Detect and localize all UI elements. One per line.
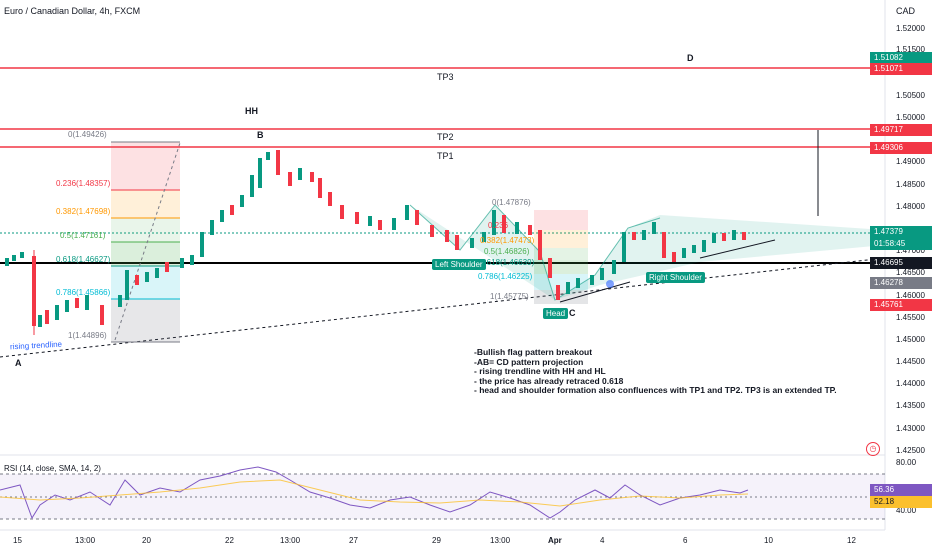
price-label: 1.49000 [896, 157, 925, 166]
price-label: 1.46000 [896, 291, 925, 300]
time-label: 6 [683, 536, 688, 545]
rsi-pane[interactable] [0, 466, 885, 520]
rsi-level-40: 40.00 [896, 506, 917, 515]
price-label: 1.48500 [896, 180, 925, 189]
price-tag-tp3-top: 1.51082 [870, 52, 932, 64]
price-tag-tp2: 1.49717 [870, 124, 932, 136]
time-label: 29 [432, 536, 441, 545]
fib-level-label: 0.382(1.47473) [480, 236, 535, 245]
time-label: 15 [13, 536, 22, 545]
symbol-title[interactable]: Euro / Canadian Dollar, 4h, FXCM [4, 6, 141, 16]
alert-clock-icon[interactable]: ◷ [866, 442, 880, 456]
head-label: Head [543, 308, 569, 319]
note-line: - the price has already retraced 0.618 [474, 375, 624, 386]
fib-retracement-left[interactable] [111, 141, 181, 343]
current-price: 1.47379 [874, 227, 903, 236]
note-line: -AB= CD pattern projection [474, 356, 584, 367]
price-label: 1.52000 [896, 24, 925, 33]
time-label: 13:00 [75, 536, 96, 545]
time-label: 12 [847, 536, 856, 545]
price-label: 1.44500 [896, 357, 925, 366]
price-label: 1.43000 [896, 424, 925, 433]
rsi-level-80: 80.00 [896, 458, 917, 467]
fib-level-label: 0.786(1.45866) [56, 288, 111, 297]
time-label: 27 [349, 536, 358, 545]
fib-level-label: 0.786(1.46225) [478, 272, 533, 281]
price-label: 1.46500 [896, 268, 925, 277]
price-label: 1.44000 [896, 379, 925, 388]
time-label: 20 [142, 536, 151, 545]
right-shoulder-trendline [699, 239, 776, 259]
fib-level-label: 0.382(1.47698) [56, 207, 111, 216]
fib-level-label: 0.5(1.47161) [60, 231, 106, 240]
note-line: - head and shoulder formation also confl… [474, 385, 837, 395]
price-tag-tp1: 1.49306 [870, 142, 932, 154]
price-label: 1.50500 [896, 91, 925, 100]
fib-level-label: 0.618(1.46639) [480, 258, 535, 267]
fib-level-label: 1(1.45775) [490, 292, 529, 301]
time-label: 22 [225, 536, 234, 545]
note-line: - rising trendline with HH and HL [474, 366, 606, 376]
price-label: 1.47000 [896, 246, 925, 255]
analysis-notes: -Bullish flag pattern breakout -AB= CD p… [474, 347, 837, 396]
price-label: 1.48000 [896, 202, 925, 211]
right-shoulder-label: Right Shoulder [646, 272, 705, 283]
fib-level-label: 0.5(1.46826) [484, 247, 530, 256]
price-tag-tp3: 1.51071 [870, 63, 932, 75]
time-label: 10 [764, 536, 773, 545]
currency-label: CAD [896, 6, 916, 16]
fib-level-label: 0.236(1.48357) [56, 179, 111, 188]
rsi-sma-tag: 52.18 [870, 496, 932, 508]
fib-level-label: 0(1.47876) [492, 198, 531, 207]
price-label: 1.43500 [896, 401, 925, 410]
left-shoulder-label: Left Shoulder [432, 259, 486, 270]
current-price-tag: 1.47379 01:58:45 [870, 226, 932, 250]
price-tag-neck: 1.46695 [870, 257, 932, 269]
fib-level-label: 0(1.49426) [68, 130, 107, 139]
fib-level-label: 1(1.44896) [68, 331, 107, 340]
note-line: -Bullish flag pattern breakout [474, 347, 593, 357]
fib-level-label: 0.236 [488, 221, 509, 230]
price-label: 1.50000 [896, 113, 925, 122]
rsi-title[interactable]: RSI (14, close, SMA, 14, 2) [4, 464, 101, 473]
price-tag-low2: 1.45761 [870, 299, 932, 311]
head-shoulders-area [410, 205, 885, 300]
point-a-label: A [15, 358, 22, 368]
point-c-label: C [569, 308, 576, 318]
fib-level-label: 0.618(1.46627) [56, 255, 111, 264]
rsi-value-tag: 56.36 [870, 484, 932, 496]
tp2-label: TP2 [437, 132, 454, 142]
price-tag-low1: 1.46278 [870, 277, 932, 289]
hl-trendline [559, 281, 631, 303]
price-label: 1.45000 [896, 335, 925, 344]
fib-retracement-right[interactable] [534, 210, 588, 304]
price-candles [5, 150, 746, 335]
point-b-label: B [257, 130, 264, 140]
time-label: 13:00 [280, 536, 301, 545]
point-d-label: D [687, 53, 694, 63]
tp1-label: TP1 [437, 151, 454, 161]
rising-trendline [0, 257, 886, 358]
price-label: 1.42500 [896, 446, 925, 455]
marker-dot [606, 280, 614, 288]
tp3-label: TP3 [437, 72, 454, 82]
price-label: 1.45500 [896, 313, 925, 322]
bar-countdown: 01:58:45 [874, 239, 906, 248]
hh-label: HH [245, 106, 258, 116]
price-label: 1.51500 [896, 45, 925, 54]
time-label: 4 [600, 536, 605, 545]
time-label: Apr [548, 536, 562, 545]
time-label: 13:00 [490, 536, 511, 545]
